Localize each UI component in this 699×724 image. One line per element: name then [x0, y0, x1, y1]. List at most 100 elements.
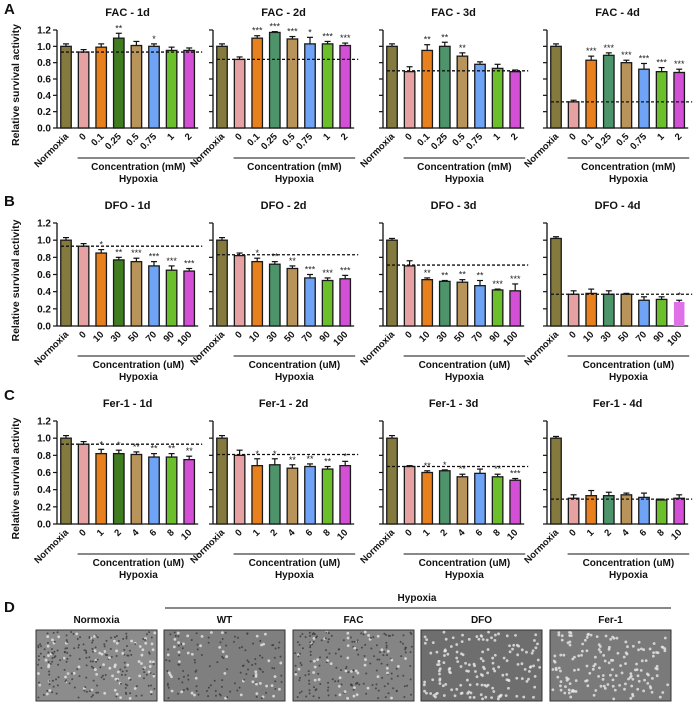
cell	[613, 688, 617, 692]
significance-label: **	[168, 444, 176, 454]
cell	[446, 652, 450, 656]
cell	[448, 670, 451, 674]
x-tick-label: Normoxia	[358, 329, 397, 368]
x-tick-label: 90	[487, 329, 502, 344]
significance-label: *	[443, 460, 447, 470]
cell	[585, 664, 589, 668]
cell	[334, 680, 337, 683]
bar-50	[286, 267, 299, 327]
chart-title: FAC - 2d	[261, 7, 306, 19]
cell	[486, 648, 490, 651]
x-tick-label: 50	[616, 329, 631, 344]
cell	[124, 673, 127, 676]
cell	[150, 684, 153, 687]
cell	[186, 688, 189, 691]
cell	[429, 651, 433, 655]
cell	[423, 680, 427, 684]
cell	[327, 632, 330, 635]
cell	[583, 638, 587, 642]
cell	[173, 631, 176, 634]
cell	[48, 683, 51, 686]
cell	[479, 693, 483, 697]
cell	[51, 691, 54, 694]
cell	[354, 669, 358, 673]
group-label: Hypoxia	[445, 570, 484, 581]
cell	[313, 678, 317, 682]
cell	[170, 689, 174, 693]
cell	[508, 650, 512, 654]
bar-0.75	[304, 43, 316, 129]
cell	[467, 637, 471, 641]
group-label: Hypoxia	[275, 174, 314, 185]
significance-label: *	[152, 34, 156, 44]
micrograph-image-wt	[163, 629, 286, 702]
cell	[76, 638, 79, 641]
y-tick-label: 0.8	[37, 253, 51, 264]
cell	[562, 653, 566, 657]
y-tick-label: 0.8	[37, 451, 51, 462]
cell	[85, 650, 88, 653]
cell	[116, 670, 120, 674]
group-label: Hypoxia	[609, 372, 648, 383]
y-tick-label: 0.0	[37, 124, 51, 135]
cell	[186, 651, 190, 655]
bar-4	[286, 467, 299, 525]
group-label: Hypoxia	[445, 372, 484, 383]
cell	[85, 664, 88, 667]
cell	[90, 665, 93, 668]
micrograph-image-dfo	[420, 629, 543, 702]
cell	[55, 692, 58, 695]
cell	[486, 671, 490, 675]
cell	[126, 684, 129, 687]
cell	[51, 638, 54, 642]
x-tick-label: 70	[634, 329, 649, 344]
cell	[297, 655, 300, 658]
x-tick-label: Normoxia	[188, 527, 227, 566]
cell	[225, 644, 228, 647]
cell	[181, 647, 184, 650]
significance-label: ***	[184, 258, 195, 268]
cell	[207, 686, 210, 689]
cell	[485, 684, 488, 688]
cell	[571, 688, 575, 692]
significance-label: **	[271, 252, 279, 262]
cell	[65, 634, 68, 637]
x-axis-label: Concentration (uM)	[93, 558, 185, 569]
cell	[258, 682, 262, 685]
cell	[113, 636, 116, 639]
cell	[309, 644, 312, 647]
significance-label: **	[441, 32, 449, 42]
cell	[410, 645, 413, 648]
cell	[346, 644, 350, 648]
bar-100	[673, 301, 685, 326]
cell	[515, 694, 519, 698]
cell	[525, 679, 529, 683]
cell	[221, 650, 225, 654]
cell	[125, 637, 128, 640]
cell	[150, 636, 153, 639]
y-tick-label: 1.2	[37, 417, 51, 428]
cell	[460, 640, 464, 644]
cell	[624, 640, 628, 644]
group-label: Hypoxia	[275, 570, 314, 581]
x-tick-label: 90	[317, 329, 332, 344]
cell	[93, 635, 96, 638]
cell	[331, 678, 334, 681]
cell	[37, 681, 40, 684]
cell	[312, 641, 315, 644]
cell	[37, 644, 40, 647]
cell	[187, 674, 190, 677]
cell	[565, 676, 568, 680]
cell	[594, 689, 598, 692]
cell	[68, 682, 71, 685]
cell	[512, 643, 516, 647]
cell	[620, 671, 624, 675]
cell	[536, 658, 540, 662]
cell	[612, 697, 616, 701]
cell	[352, 669, 355, 672]
cell	[126, 654, 129, 657]
cell	[385, 641, 388, 644]
cell	[386, 663, 389, 666]
